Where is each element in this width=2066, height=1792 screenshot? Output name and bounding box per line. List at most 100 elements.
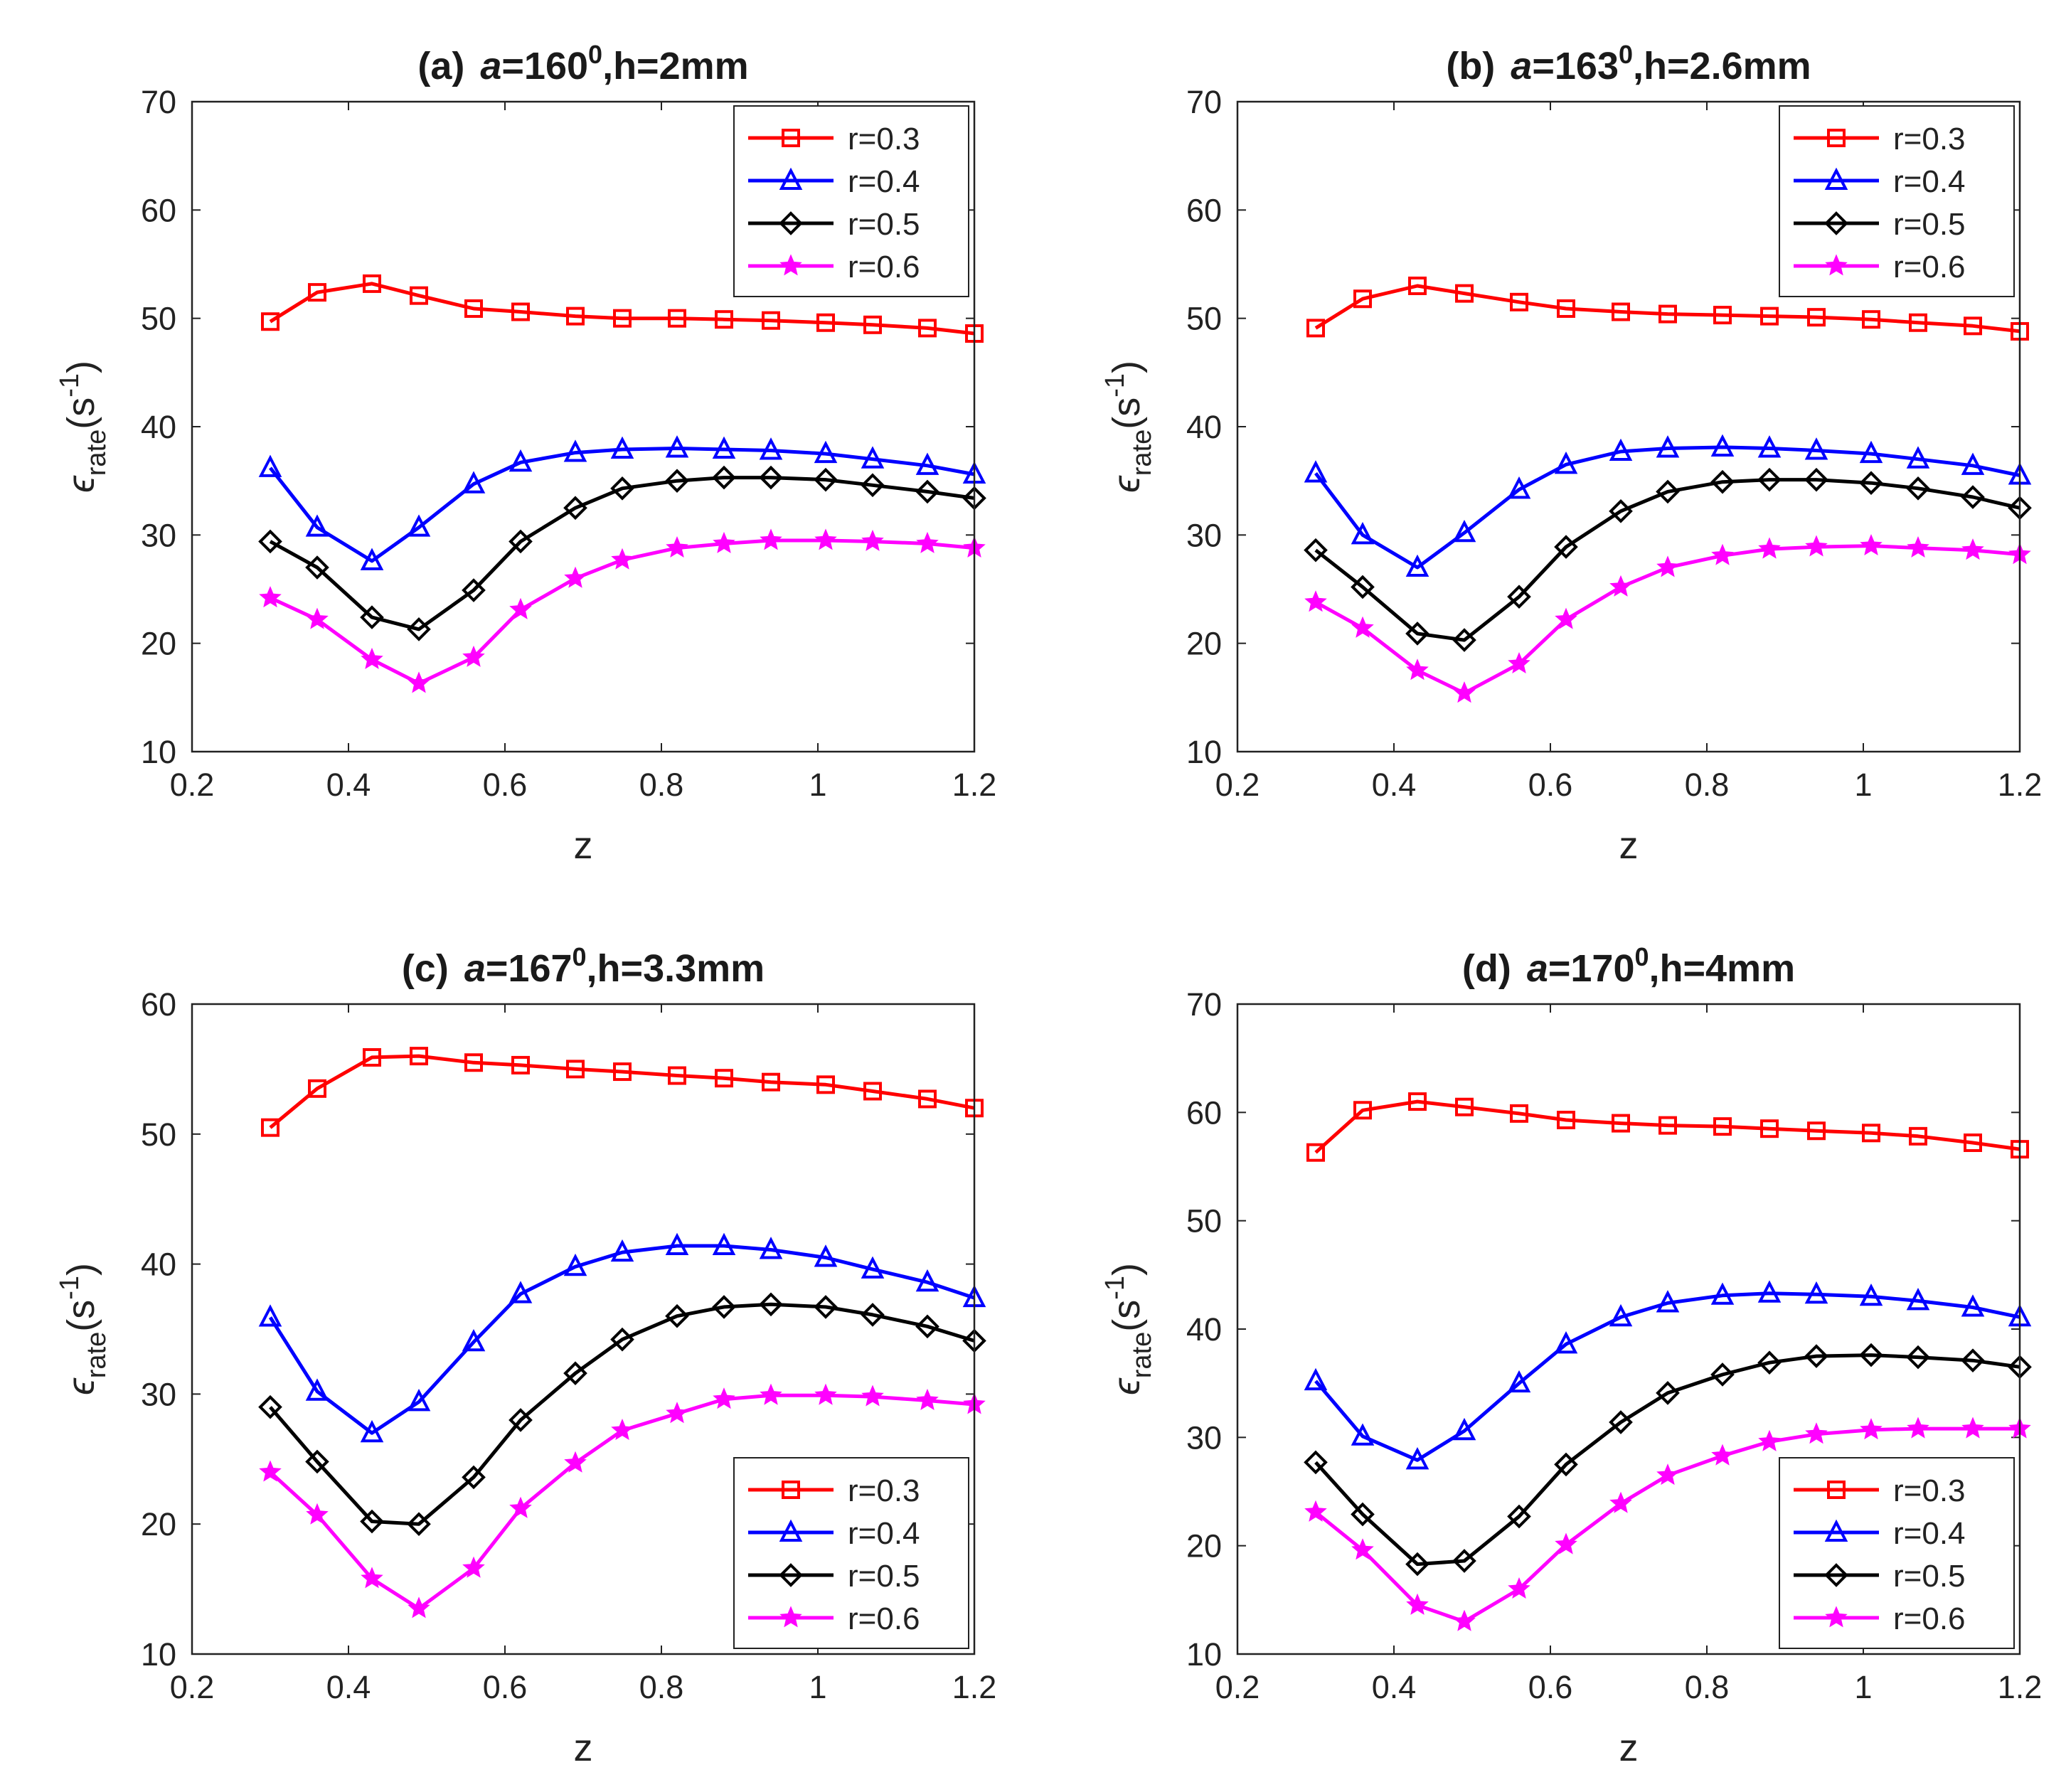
data-point <box>1406 1593 1429 1615</box>
data-point <box>305 514 329 537</box>
data-point <box>1906 446 1930 469</box>
height-value: ,h=2.6mm <box>1633 45 1811 87</box>
series-line <box>269 1054 975 1129</box>
y-label-unit: (s <box>1105 398 1148 430</box>
data-point <box>1405 1552 1429 1577</box>
data-point <box>258 529 282 554</box>
y-tick-label: 40 <box>141 1247 176 1283</box>
series-line <box>1314 1353 2020 1567</box>
panel-d: (d) a=1700,h=4mm 0.2 0.4 0.6 0.8 1 1.2 10 20 30 40 5… <box>1100 942 2042 1769</box>
data-point <box>1964 316 1982 336</box>
data-point <box>1961 1348 1985 1373</box>
data-point <box>816 313 835 332</box>
y-tick-label: 50 <box>1186 301 1222 337</box>
data-point <box>613 1062 632 1082</box>
legend-marker <box>779 167 803 190</box>
panel-c: (c) a=1670,h=3.3mm 0.2 0.4 0.6 0.8 1 1.2 10 20 30 4… <box>55 942 996 1769</box>
data-point <box>305 555 329 580</box>
data-point <box>462 471 486 494</box>
y-tick-label: 40 <box>1186 409 1222 445</box>
x-tick-label: 0.4 <box>326 1669 371 1705</box>
data-point <box>1961 1294 1985 1317</box>
data-point <box>259 586 282 608</box>
data-point <box>360 1419 384 1443</box>
legend-label: r=0.6 <box>848 1601 920 1636</box>
data-point <box>1351 1538 1374 1560</box>
data-point <box>1408 1092 1427 1111</box>
data-point <box>1760 1119 1779 1138</box>
angle-value: =167 <box>486 947 573 990</box>
y-axis-label: ϵrate(s-1) <box>55 1263 112 1395</box>
data-point <box>1711 543 1734 565</box>
series-r=0.3 <box>261 1047 984 1137</box>
data-point <box>1507 1504 1531 1529</box>
data-point <box>1656 435 1680 458</box>
legend-entry: r=0.3 <box>748 1473 920 1508</box>
data-point <box>1452 1549 1476 1573</box>
legend-label: r=0.4 <box>848 1516 920 1551</box>
data-point <box>360 1509 384 1534</box>
data-point <box>508 529 533 554</box>
data-point <box>759 465 783 490</box>
legend-entry: r=0.6 <box>748 250 920 284</box>
data-point <box>1452 1417 1476 1441</box>
plot-area <box>191 1003 976 1655</box>
series-r=0.5 <box>1304 1343 2032 1577</box>
legend-label: r=0.4 <box>848 164 920 199</box>
data-point <box>1612 1114 1630 1133</box>
data-point <box>511 1055 530 1074</box>
series-line <box>269 476 975 631</box>
data-point <box>1757 467 1782 492</box>
legend-marker <box>779 1606 802 1628</box>
data-point <box>564 1451 587 1473</box>
legend-marker <box>779 254 802 276</box>
data-point <box>563 1361 587 1385</box>
y-label-unit: (s <box>60 398 102 430</box>
y-tick-label: 10 <box>141 1636 176 1673</box>
data-point <box>1656 555 1679 577</box>
y-tick-label: 70 <box>141 84 176 120</box>
data-point <box>1609 575 1632 597</box>
data-point <box>410 1047 428 1066</box>
data-point <box>1760 306 1779 326</box>
y-tick-label: 70 <box>1186 84 1222 120</box>
data-point <box>713 1387 735 1409</box>
data-point <box>814 528 837 550</box>
data-point <box>611 1418 634 1440</box>
data-point <box>1455 1097 1474 1116</box>
data-point <box>1658 1116 1677 1135</box>
data-point <box>563 439 587 462</box>
legend: r=0.3 r=0.4 r=0.5 r=0.6 <box>1779 105 2015 297</box>
panel-title: (b) a=1630,h=2.6mm <box>1446 40 1811 87</box>
x-tick-label: 1.2 <box>952 767 997 803</box>
data-point <box>1713 306 1732 325</box>
data-point <box>1804 1281 1828 1304</box>
x-tick-label: 1 <box>1854 767 1872 803</box>
y-tick-label: 20 <box>141 1506 176 1542</box>
data-point <box>915 1314 939 1339</box>
data-point <box>1961 1417 1984 1439</box>
x-tick-label: 1 <box>809 767 826 803</box>
data-point <box>814 440 838 464</box>
data-point <box>1805 1422 1828 1444</box>
y-label-superscript: -1 <box>1100 1276 1130 1300</box>
x-tick-label: 0.8 <box>639 767 684 803</box>
data-point <box>1507 476 1531 499</box>
x-tick-label: 0.4 <box>1372 1669 1417 1705</box>
y-tick-label: 10 <box>1186 1636 1222 1673</box>
data-point <box>1805 535 1828 557</box>
data-point <box>1711 1444 1734 1466</box>
y-axis-label: ϵrate(s-1) <box>55 361 112 493</box>
data-point <box>1859 1283 1883 1306</box>
data-point <box>407 1512 431 1537</box>
y-tick-label: 70 <box>1186 986 1222 1023</box>
y-tick-label: 60 <box>1186 192 1222 228</box>
panel-title: (a) a=1600,h=2mm <box>417 40 748 87</box>
data-point <box>1453 681 1476 703</box>
legend: r=0.3 r=0.4 r=0.5 r=0.6 <box>1779 1457 2015 1649</box>
data-point <box>610 476 634 501</box>
panel-title: (c) a=1670,h=3.3mm <box>402 942 765 990</box>
data-point <box>1555 1532 1577 1554</box>
data-point <box>1804 467 1828 492</box>
data-point <box>305 1378 329 1401</box>
